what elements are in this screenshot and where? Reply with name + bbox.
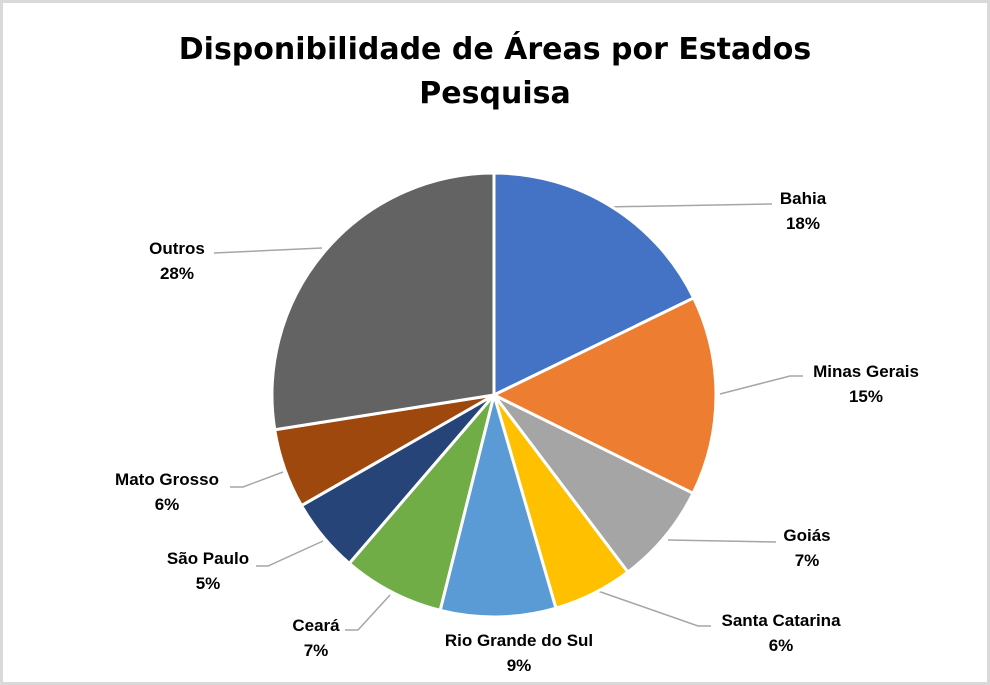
data-label-category: Minas Gerais — [813, 362, 919, 381]
data-label-category: Rio Grande do Sul — [444, 631, 594, 650]
data-label: Ceará 7% — [292, 613, 339, 663]
data-label-category: Outros — [149, 239, 205, 258]
data-label-category: Ceará — [292, 616, 340, 635]
leader-line — [719, 375, 803, 395]
pie-slice-minas-gerais — [492, 296, 718, 495]
data-label: Rio Grande do Sul 9% — [445, 628, 593, 678]
data-label-percent: 28% — [159, 264, 195, 283]
leader-line — [345, 594, 391, 631]
pie-slices — [270, 171, 718, 619]
data-label-category: Goiás — [783, 526, 831, 545]
data-label-category: São Paulo — [166, 549, 250, 568]
data-label-category: Santa Catarina — [721, 611, 841, 630]
leader-line — [603, 203, 773, 208]
chart-title-line-1: Disponibilidade de Áreas por Estados — [178, 32, 812, 67]
data-label: Mato Grosso 6% — [115, 467, 219, 517]
pie-slice-outros — [270, 171, 496, 432]
data-label: Santa Catarina 6% — [721, 608, 840, 658]
data-label-percent: 6% — [768, 636, 794, 655]
leader-line — [213, 247, 323, 254]
data-label-percent: 6% — [154, 495, 180, 514]
data-label-percent: 15% — [848, 387, 884, 406]
data-label-percent: 5% — [195, 574, 221, 593]
data-label: Outros 28% — [149, 236, 205, 286]
leader-line — [667, 539, 777, 543]
data-label: Minas Gerais 15% — [813, 359, 919, 409]
data-label-percent: 7% — [794, 551, 820, 570]
pie-slice-goias — [492, 393, 695, 574]
data-label-category: Bahia — [779, 189, 827, 208]
leader-line — [256, 540, 324, 567]
leader-line — [230, 471, 284, 488]
leader-lines — [213, 203, 803, 631]
data-label: Goiás 7% — [783, 523, 830, 573]
chart-title: Disponibilidade de Áreas por Estados Pes… — [0, 28, 990, 116]
leader-line — [594, 589, 711, 627]
data-label: São Paulo 5% — [167, 546, 249, 596]
data-label-percent: 18% — [785, 214, 821, 233]
data-label-category: Mato Grosso — [115, 470, 219, 489]
data-label-percent: 9% — [506, 656, 532, 675]
chart-title-line-2: Pesquisa — [419, 76, 571, 111]
pie-slice-rio-grande-do-sul — [438, 393, 558, 619]
pie-slice-bahia — [492, 171, 696, 397]
data-label: Bahia 18% — [780, 186, 826, 236]
pie-slice-ceara — [347, 393, 496, 612]
data-label-percent: 7% — [303, 641, 329, 660]
